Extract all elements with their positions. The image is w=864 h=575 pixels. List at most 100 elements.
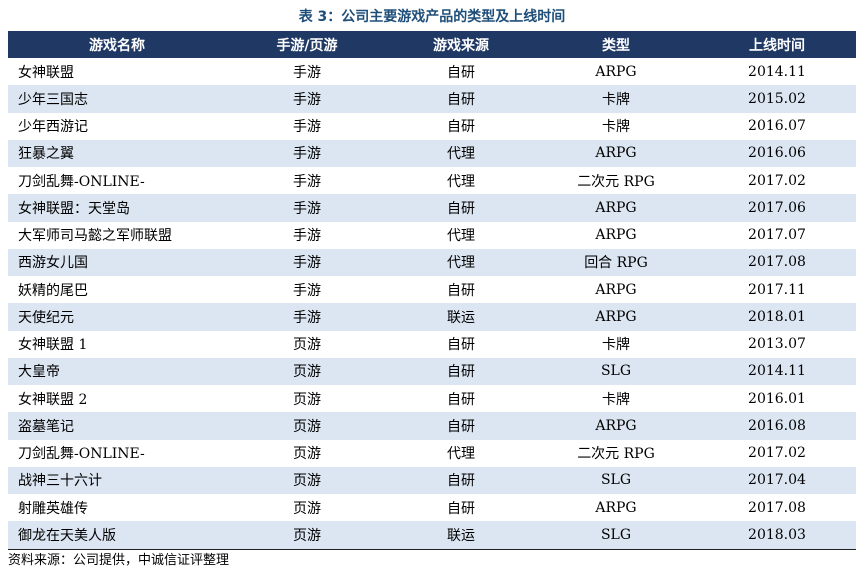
cell-launch-date: 2013.07: [748, 336, 806, 353]
header-platform: 手游/页游: [276, 37, 338, 54]
cell-genre: 卡牌: [602, 337, 630, 354]
table-title: 表 3：公司主要游戏产品的类型及上线时间: [298, 9, 566, 25]
cell-genre: SLG: [600, 363, 632, 380]
cell-source: 代理: [447, 173, 475, 190]
cell-platform: 页游: [293, 473, 321, 490]
cell-source: 自研: [447, 64, 475, 81]
cell-source: 自研: [447, 200, 475, 217]
table-row: 战神三十六计 页游 自研 SLG 2017.04: [8, 466, 856, 494]
cell-source: 代理: [447, 146, 475, 163]
cell-launch-date: 2016.06: [748, 145, 806, 162]
cell-game-name: 少年西游记: [18, 119, 88, 136]
cell-genre: 二次元 RPG: [577, 446, 655, 463]
cell-source: 联运: [447, 309, 475, 326]
source-note: 资料来源：公司提供，中诚信证评整理: [8, 553, 230, 568]
cell-genre: 卡牌: [602, 91, 630, 108]
cell-source: 自研: [447, 364, 475, 381]
table-body: 女神联盟 手游 自研 ARPG 2014.11 少年三国志 手游 自研 卡牌 2015.02 少年西…: [8, 58, 856, 549]
table-row: 少年三国志 手游 自研 卡牌 2015.02: [8, 85, 856, 113]
cell-game-name: 女神联盟：天堂岛: [18, 200, 130, 217]
cell-game-name: 女神联盟: [18, 64, 74, 81]
table-row: 大皇帝 页游 自研 SLG 2014.11: [8, 357, 856, 385]
cell-game-name: 西游女儿国: [18, 255, 88, 272]
games-table: 游戏名称 手游/页游 游戏来源 类型 上线时间 女神联盟 手游 自研 ARPG 2014…: [8, 31, 856, 550]
table-header-row: 游戏名称 手游/页游 游戏来源 类型 上线时间: [8, 31, 856, 58]
table-row: 西游女儿国 手游 代理 回合 RPG 2017.08: [8, 248, 856, 276]
cell-genre: ARPG: [595, 308, 637, 325]
table-row: 少年西游记 手游 自研 卡牌 2016.07: [8, 113, 856, 140]
cell-launch-date: 2017.08: [748, 254, 806, 271]
cell-genre: ARPG: [595, 281, 637, 298]
cell-genre: SLG: [600, 472, 632, 489]
cell-platform: 手游: [293, 146, 321, 163]
cell-launch-date: 2017.06: [748, 199, 806, 216]
cell-genre: SLG: [600, 526, 632, 543]
table-row: 女神联盟 2 页游 自研 卡牌 2016.01: [8, 385, 856, 412]
cell-launch-date: 2014.11: [748, 363, 806, 380]
cell-game-name: 射雕英雄传: [18, 500, 88, 517]
table-row: 女神联盟 1 页游 自研 卡牌 2013.07: [8, 331, 856, 358]
cell-launch-date: 2017.04: [748, 472, 806, 489]
cell-game-name: 女神联盟 2: [18, 391, 88, 408]
cell-launch-date: 2015.02: [748, 90, 806, 107]
cell-source: 自研: [447, 337, 475, 354]
cell-game-name: 御龙在天美人版: [18, 527, 116, 544]
cell-launch-date: 2016.07: [748, 118, 806, 135]
cell-source: 自研: [447, 119, 475, 136]
cell-launch-date: 2016.08: [748, 417, 806, 434]
table-row: 天使纪元 手游 联运 ARPG 2018.01: [8, 303, 856, 331]
cell-game-name: 天使纪元: [18, 309, 74, 326]
cell-platform: 页游: [293, 337, 321, 354]
cell-launch-date: 2017.02: [748, 445, 806, 462]
cell-source: 代理: [447, 228, 475, 245]
cell-genre: 卡牌: [602, 391, 630, 408]
cell-launch-date: 2017.02: [748, 172, 806, 189]
cell-game-name: 妖精的尾巴: [18, 282, 88, 299]
cell-platform: 手游: [293, 228, 321, 245]
cell-platform: 手游: [293, 309, 321, 326]
cell-platform: 手游: [293, 173, 321, 190]
cell-launch-date: 2017.08: [748, 499, 806, 516]
cell-platform: 页游: [293, 391, 321, 408]
table-row: 大军师司马懿之军师联盟 手游 代理 ARPG 2017.07: [8, 222, 856, 249]
cell-platform: 页游: [293, 500, 321, 517]
cell-genre: 卡牌: [602, 119, 630, 136]
cell-game-name: 女神联盟 1: [18, 337, 88, 354]
header-launch-date: 上线时间: [749, 37, 805, 54]
cell-genre: ARPG: [595, 145, 637, 162]
cell-platform: 页游: [293, 446, 321, 463]
table-row: 御龙在天美人版 页游 联运 SLG 2018.03: [8, 521, 856, 549]
cell-source: 自研: [447, 418, 475, 435]
cell-launch-date: 2018.01: [748, 308, 806, 325]
header-game-name: 游戏名称: [89, 37, 145, 54]
cell-source: 自研: [447, 500, 475, 517]
table-row: 射雕英雄传 页游 自研 ARPG 2017.08: [8, 494, 856, 521]
cell-source: 自研: [447, 282, 475, 299]
cell-genre: ARPG: [595, 417, 637, 434]
cell-genre: ARPG: [595, 227, 637, 244]
cell-platform: 页游: [293, 364, 321, 381]
cell-launch-date: 2017.11: [748, 281, 806, 298]
cell-platform: 页游: [293, 527, 321, 544]
cell-source: 自研: [447, 473, 475, 490]
table-row: 女神联盟：天堂岛 手游 自研 ARPG 2017.06: [8, 194, 856, 222]
cell-game-name: 刀剑乱舞-ONLINE-: [18, 446, 145, 463]
cell-platform: 页游: [293, 418, 321, 435]
cell-genre: ARPG: [595, 499, 637, 516]
cell-launch-date: 2017.07: [748, 227, 806, 244]
cell-genre: ARPG: [595, 63, 637, 80]
cell-game-name: 大军师司马懿之军师联盟: [18, 228, 172, 245]
header-genre: 类型: [602, 37, 630, 54]
cell-genre: 回合 RPG: [584, 255, 648, 272]
cell-game-name: 盗墓笔记: [18, 418, 74, 435]
table-row: 女神联盟 手游 自研 ARPG 2014.11: [8, 58, 856, 85]
cell-platform: 手游: [293, 282, 321, 299]
cell-game-name: 大皇帝: [18, 364, 60, 381]
cell-game-name: 少年三国志: [18, 91, 88, 108]
cell-platform: 手游: [293, 91, 321, 108]
header-source: 游戏来源: [433, 37, 489, 54]
cell-launch-date: 2016.01: [748, 390, 806, 407]
cell-platform: 手游: [293, 64, 321, 81]
cell-game-name: 刀剑乱舞-ONLINE-: [18, 173, 145, 190]
cell-platform: 手游: [293, 255, 321, 272]
